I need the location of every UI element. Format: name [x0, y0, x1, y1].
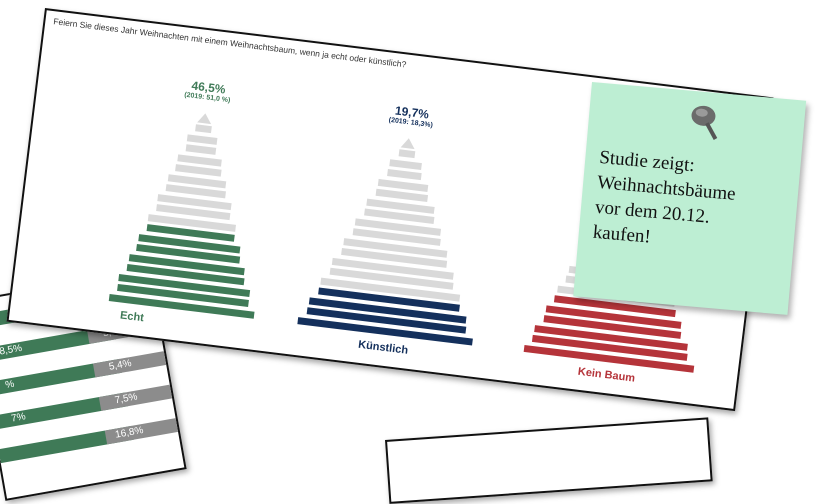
pin: [675, 96, 739, 151]
table-row: 16,8%: [0, 418, 178, 463]
tree-tip: [401, 137, 416, 149]
tree-label: Echt: [119, 309, 144, 324]
tree: 19,7%(2019: 18,3%)Künstlich: [272, 43, 528, 379]
tree-bar: [390, 159, 422, 170]
tree-bar: [399, 149, 416, 158]
tree-tip: [197, 112, 212, 124]
tree-bar: [185, 144, 216, 155]
left-label: %: [4, 379, 15, 391]
tree-bar: [387, 169, 422, 180]
tree-bar: [187, 134, 217, 145]
page: 14,9%8,5%3,3%%5,4%7%7,5%16,8% Feiern Sie…: [0, 0, 821, 456]
tree-bar: [195, 124, 212, 133]
bottom-card: [385, 417, 713, 503]
